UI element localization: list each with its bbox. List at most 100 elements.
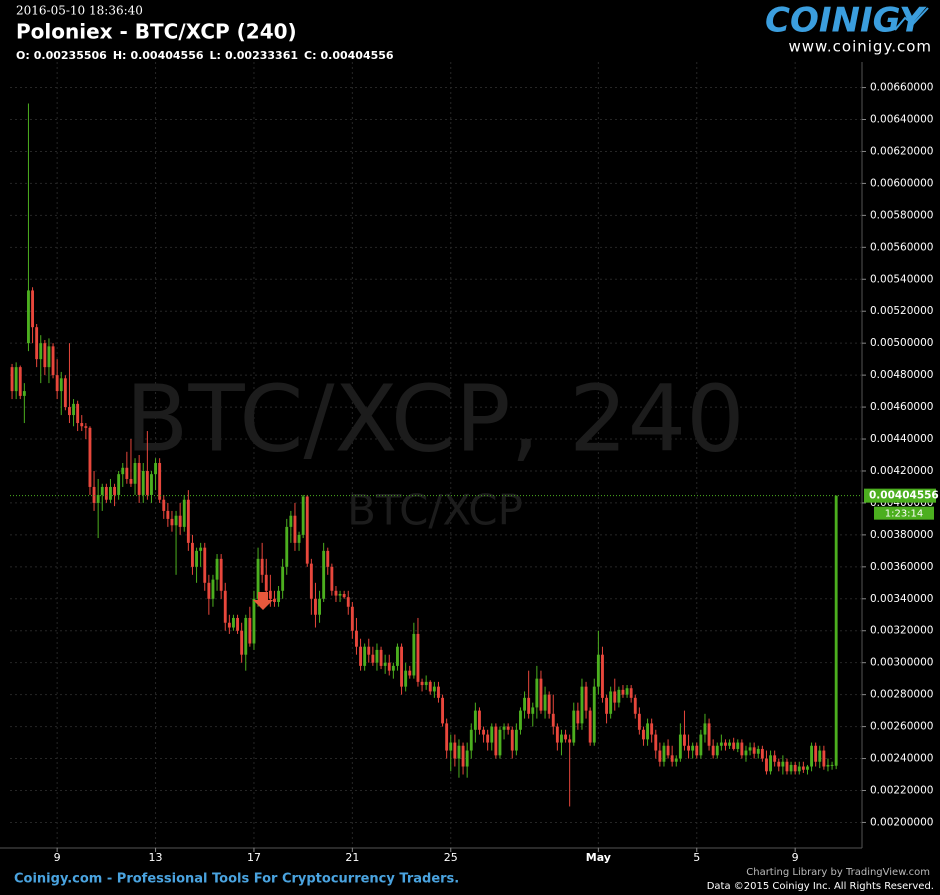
- candle-body: [170, 518, 174, 526]
- countdown: 1:23:14: [885, 509, 924, 520]
- ohlc-label: O:: [16, 49, 30, 62]
- y-tick-label: 0.00260000: [870, 721, 933, 733]
- candle-body: [387, 662, 391, 671]
- tagline: Coinigy.com - Professional Tools For Cry…: [14, 872, 459, 887]
- candle-body: [264, 574, 268, 591]
- ohlc-header: O: 0.00235506 H: 0.00404556 L: 0.00233361 C: 0.…: [16, 49, 394, 62]
- candle-body: [605, 697, 608, 714]
- candle-body: [453, 742, 457, 759]
- candle-body: [248, 617, 252, 644]
- candle-body: [43, 343, 47, 368]
- candle-body: [10, 367, 14, 392]
- candle-body: [678, 734, 682, 759]
- x-tick-label: 17: [247, 851, 261, 864]
- candle-body: [437, 686, 440, 698]
- ohlc-label: L:: [210, 49, 221, 62]
- candle-body: [744, 750, 748, 756]
- y-tick-label: 0.00340000: [870, 593, 933, 605]
- candle-body: [822, 750, 826, 767]
- candle-body: [629, 688, 633, 698]
- last-price-box: [864, 488, 936, 503]
- candle-body: [428, 681, 432, 692]
- last-price-label: 0.00404556: [869, 490, 939, 502]
- candle-body: [814, 745, 818, 762]
- candle-body: [334, 590, 338, 596]
- candle-body: [227, 622, 231, 628]
- candle-body: [773, 755, 777, 762]
- candle-body: [22, 391, 26, 396]
- y-tick-label: 0.00280000: [870, 689, 933, 701]
- candle-body: [806, 766, 809, 770]
- candle-body: [642, 729, 645, 740]
- candle-body: [318, 598, 321, 615]
- candle-body: [391, 665, 395, 671]
- candle-body: [330, 566, 334, 591]
- candle-body: [683, 734, 686, 746]
- candle-body: [145, 470, 149, 495]
- candle-body: [576, 710, 580, 724]
- candle-body: [18, 367, 22, 396]
- candle-body: [88, 427, 92, 487]
- y-tick-label: 0.00240000: [870, 753, 933, 765]
- candle-body: [186, 499, 190, 543]
- candle-body: [584, 686, 588, 711]
- candle-body: [178, 515, 182, 527]
- candle-body: [810, 745, 814, 767]
- candle-body: [728, 742, 732, 746]
- candle-body: [121, 467, 125, 475]
- candle-body: [129, 478, 133, 484]
- y-tick-label: 0.00440000: [870, 433, 933, 445]
- grid: [10, 62, 862, 848]
- candle-body: [650, 723, 654, 735]
- candle-body: [646, 723, 649, 740]
- candle-body: [285, 526, 289, 567]
- candle-body: [765, 758, 768, 772]
- candle-body: [375, 649, 379, 663]
- candle-body: [39, 343, 43, 360]
- candle-body: [457, 745, 461, 759]
- candle-body: [432, 686, 436, 692]
- candle-body: [166, 510, 170, 519]
- candle-body: [592, 686, 596, 743]
- candle-body: [51, 346, 55, 376]
- candle-body: [625, 688, 629, 695]
- candle-body: [277, 590, 280, 602]
- candle-body: [63, 378, 67, 408]
- candle-body: [674, 758, 678, 762]
- y-tick-label: 0.00360000: [870, 561, 933, 573]
- candle-body: [215, 558, 219, 580]
- candle-body: [535, 678, 539, 708]
- candle-body: [109, 486, 112, 500]
- y-tick-label: 0.00560000: [870, 241, 933, 253]
- candle-body: [834, 495, 838, 766]
- candle-body: [59, 378, 63, 392]
- candle-body: [756, 748, 760, 754]
- candle-body: [27, 290, 30, 344]
- candle-body: [322, 550, 326, 599]
- credit: Charting Library by TradingView.com: [746, 867, 930, 878]
- candle-body: [555, 726, 559, 743]
- candle-body: [104, 486, 108, 500]
- x-tick-label: 21: [345, 851, 359, 864]
- candle-body: [777, 761, 781, 767]
- candle-body: [281, 566, 285, 591]
- candle-body: [350, 606, 354, 631]
- copyright: Data ©2015 Coinigy Inc. All Rights Reser…: [707, 881, 934, 892]
- candle-body: [125, 467, 129, 479]
- candle-body: [113, 486, 116, 495]
- candle-body: [719, 742, 723, 746]
- candle-body: [420, 681, 424, 686]
- candle-body: [531, 707, 535, 714]
- x-tick-label: 25: [444, 851, 458, 864]
- candle-body: [609, 691, 613, 714]
- candle-body: [502, 726, 506, 730]
- candle-body: [707, 723, 711, 746]
- candle-body: [560, 734, 563, 743]
- candle-body: [408, 670, 412, 676]
- y-tick-label: 0.00320000: [870, 625, 933, 637]
- footer-bar: [0, 870, 940, 895]
- candle-body: [736, 742, 740, 749]
- candle-body: [35, 327, 39, 360]
- candle-body: [658, 750, 662, 762]
